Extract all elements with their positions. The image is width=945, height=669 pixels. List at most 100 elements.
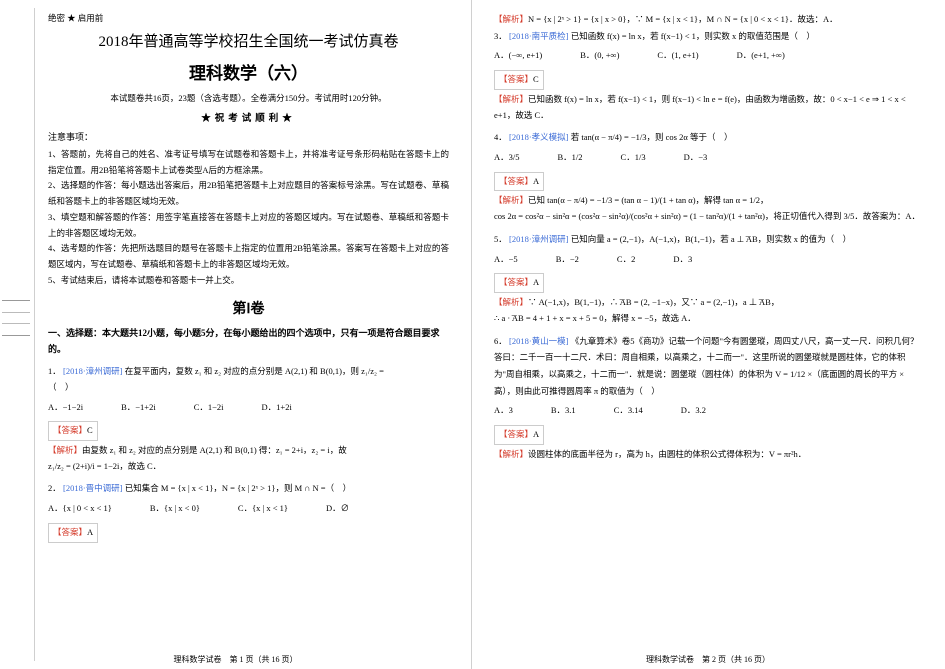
answer-box: 【答案】A — [494, 273, 544, 293]
option-b: B．(0, +∞) — [580, 48, 619, 64]
good-luck-line: ★祝考试顺利★ — [48, 110, 449, 124]
answer-value: A — [533, 277, 539, 287]
option-b: B．1/2 — [558, 150, 583, 166]
option-c: C．2 — [617, 252, 635, 268]
explain-text: 已知函数 f(x) = ln x，若 f(x−1) < 1，则 f(x−1) <… — [494, 94, 906, 120]
two-column-layout: 绝密 ★ 启用前 2018年普通高等学校招生全国统一考试仿真卷 理科数学（六） … — [0, 0, 945, 669]
explain-text: 由复数 z₁ 和 z₂ 对应的点分别是 A(2,1) 和 B(0,1) 得：z₁… — [82, 445, 347, 455]
option-c: C．{x | x < 1} — [238, 501, 288, 517]
explain-text: ∵ A(−1,x)，B(1,−1)，∴ ͞AB = (2, −1−x)，又∵ a… — [528, 297, 779, 307]
question-3: 3． [2018·南平质检] 已知函数 f(x) = ln x，若 f(x−1)… — [494, 28, 922, 124]
q-number: 1． — [48, 366, 61, 376]
answer-box: 【答案】A — [494, 172, 544, 192]
q1-explain-2: z₁/z₂ = (2+i)/i = 1−2i，故选 C． — [48, 459, 449, 475]
exam-description: 本试题卷共16页，23题（含选考题）。全卷满分150分。考试用时120分钟。 — [48, 92, 449, 104]
q-number: 4． — [494, 132, 507, 142]
q3-options: A．(−∞, e+1) B．(0, +∞) C．(1, e+1) D．(e+1,… — [494, 48, 922, 64]
explain-text: N = {x | 2ˣ > 1} = {x | x > 0}，∵ M = {x … — [528, 14, 838, 24]
option-c: C．3.14 — [614, 403, 643, 419]
answer-label: 【答案】 — [499, 74, 533, 84]
option-d: D．−3 — [684, 150, 708, 166]
answer-box: 【答案】C — [494, 70, 544, 90]
confidential-tag: 绝密 ★ 启用前 — [48, 12, 449, 24]
option-c: C．(1, e+1) — [657, 48, 698, 64]
answer-label: 【答案】 — [499, 277, 533, 287]
notice-item: 3、填空题和解答题的作答：用签字笔直接答在答题卡上对应的答题区域内。写在试题卷、… — [48, 210, 449, 241]
explain-label: 【解析】 — [48, 445, 82, 455]
answer-box: 【答案】C — [48, 421, 98, 441]
page-2: 【解析】N = {x | 2ˣ > 1} = {x | x > 0}，∵ M =… — [472, 0, 944, 669]
q-number: 2． — [48, 483, 61, 493]
option-b: B．−1+2i — [121, 400, 156, 416]
q-number: 6． — [494, 336, 507, 346]
answer-value: A — [533, 176, 539, 186]
option-d: D．∅ — [326, 501, 349, 517]
answer-label: 【答案】 — [53, 527, 87, 537]
page-footer-right: 理科数学试卷 第 2 页（共 16 页） — [472, 654, 944, 665]
q-source-tag: [2018·晋中调研] — [63, 483, 123, 493]
q-number: 5． — [494, 234, 507, 244]
option-a: A．(−∞, e+1) — [494, 48, 542, 64]
q5-explain-1: 【解析】∵ A(−1,x)，B(1,−1)，∴ ͞AB = (2, −1−x)，… — [494, 295, 922, 311]
option-c: C．1/3 — [621, 150, 646, 166]
question-5: 5． [2018·漳州调研] 已知向量 a = (2,−1)，A(−1,x)，B… — [494, 231, 922, 327]
answer-label: 【答案】 — [53, 425, 87, 435]
exam-title: 2018年普通高等学校招生全国统一考试仿真卷 — [48, 30, 449, 51]
page-1: 绝密 ★ 启用前 2018年普通高等学校招生全国统一考试仿真卷 理科数学（六） … — [0, 0, 472, 669]
option-b: B．{x | x < 0} — [150, 501, 200, 517]
question-1: 1． [2018·漳州调研] 在复平面内，复数 z₁ 和 z₂ 对应的点分别是 … — [48, 363, 449, 474]
q4-options: A．3/5 B．1/2 C．1/3 D．−3 — [494, 150, 922, 166]
q-body: 若 tan(α − π/4) = −1/3，则 cos 2α 等于（ ） — [571, 132, 733, 142]
q4-explain-2: cos 2α = cos²α − sin²α = (cos²α − sin²α)… — [494, 209, 922, 225]
page-footer-left: 理科数学试卷 第 1 页（共 16 页） — [0, 654, 471, 665]
subject-title: 理科数学（六） — [48, 59, 449, 84]
notice-item: 5、考试结束后，请将本试题卷和答题卡一并上交。 — [48, 273, 449, 289]
question-4: 4． [2018·孝义模拟] 若 tan(α − π/4) = −1/3，则 c… — [494, 129, 922, 225]
q-number: 3． — [494, 31, 507, 41]
q-source-tag: [2018·漳州调研] — [509, 234, 569, 244]
answer-value: A — [533, 429, 539, 439]
option-a: A．3 — [494, 403, 513, 419]
option-d: D．1+2i — [262, 400, 292, 416]
q-source-tag: [2018·孝义模拟] — [509, 132, 569, 142]
answer-label: 【答案】 — [499, 429, 533, 439]
option-a: A．−1−2i — [48, 400, 83, 416]
option-b: B．−2 — [556, 252, 579, 268]
q1-options: A．−1−2i B．−1+2i C．1−2i D．1+2i — [48, 400, 449, 416]
answer-box: 【答案】A — [48, 523, 98, 543]
option-a: A．{x | 0 < x < 1} — [48, 501, 112, 517]
question-2: 2． [2018·晋中调研] 已知集合 M = {x | x < 1}，N = … — [48, 480, 449, 544]
option-d: D．3 — [673, 252, 692, 268]
q-source-tag: [2018·漳州调研] — [63, 366, 123, 376]
question-6: 6． [2018·黄山一模] 《九章算术》卷5《商功》记载一个问题"今有圆堡瑽，… — [494, 333, 922, 463]
explain-text: 设圆柱体的底面半径为 r，高为 h，由圆柱的体积公式得体积为：V = πr²h． — [528, 449, 806, 459]
answer-value: A — [87, 527, 93, 537]
option-d: D．(e+1, +∞) — [737, 48, 785, 64]
q2-options: A．{x | 0 < x < 1} B．{x | x < 0} C．{x | x… — [48, 501, 449, 517]
q-body: 在复平面内，复数 z₁ 和 z₂ 对应的点分别是 A(2,1) 和 B(0,1)… — [125, 366, 384, 376]
answer-box: 【答案】A — [494, 425, 544, 445]
option-a: A．−5 — [494, 252, 518, 268]
explain-label: 【解析】 — [494, 449, 528, 459]
q5-explain-2: ∴ a · ͞AB = 4 + 1 + x = x + 5 = 0，解得 x =… — [494, 311, 922, 327]
explain-label: 【解析】 — [494, 14, 528, 24]
answer-value: C — [533, 74, 539, 84]
option-a: A．3/5 — [494, 150, 520, 166]
option-d: D．3.2 — [681, 403, 706, 419]
q5-options: A．−5 B．−2 C．2 D．3 — [494, 252, 922, 268]
q3-explain: 【解析】已知函数 f(x) = ln x，若 f(x−1) < 1，则 f(x−… — [494, 92, 922, 123]
q-body: 已知向量 a = (2,−1)，A(−1,x)，B(1,−1)，若 a ⊥ ͞A… — [571, 234, 851, 244]
answer-value: C — [87, 425, 93, 435]
explain-label: 【解析】 — [494, 297, 528, 307]
notice-header: 注意事项： — [48, 130, 449, 143]
notice-item: 2、选择题的作答：每小题选出答案后，用2B铅笔把答题卡上对应题目的答案标号涂黑。… — [48, 178, 449, 209]
section-1-title: 第Ⅰ卷 — [48, 298, 449, 318]
q2-explain: 【解析】N = {x | 2ˣ > 1} = {x | x > 0}，∵ M =… — [494, 12, 922, 28]
q-body: 已知集合 M = {x | x < 1}，N = {x | 2ˣ > 1}，则 … — [125, 483, 351, 493]
q-tail: （ ） — [48, 380, 449, 396]
q6-options: A．3 B．3.1 C．3.14 D．3.2 — [494, 403, 922, 419]
q-source-tag: [2018·黄山一模] — [509, 336, 569, 346]
explain-label: 【解析】 — [494, 94, 528, 104]
q1-explain: 【解析】由复数 z₁ 和 z₂ 对应的点分别是 A(2,1) 和 B(0,1) … — [48, 443, 449, 459]
answer-label: 【答案】 — [499, 176, 533, 186]
